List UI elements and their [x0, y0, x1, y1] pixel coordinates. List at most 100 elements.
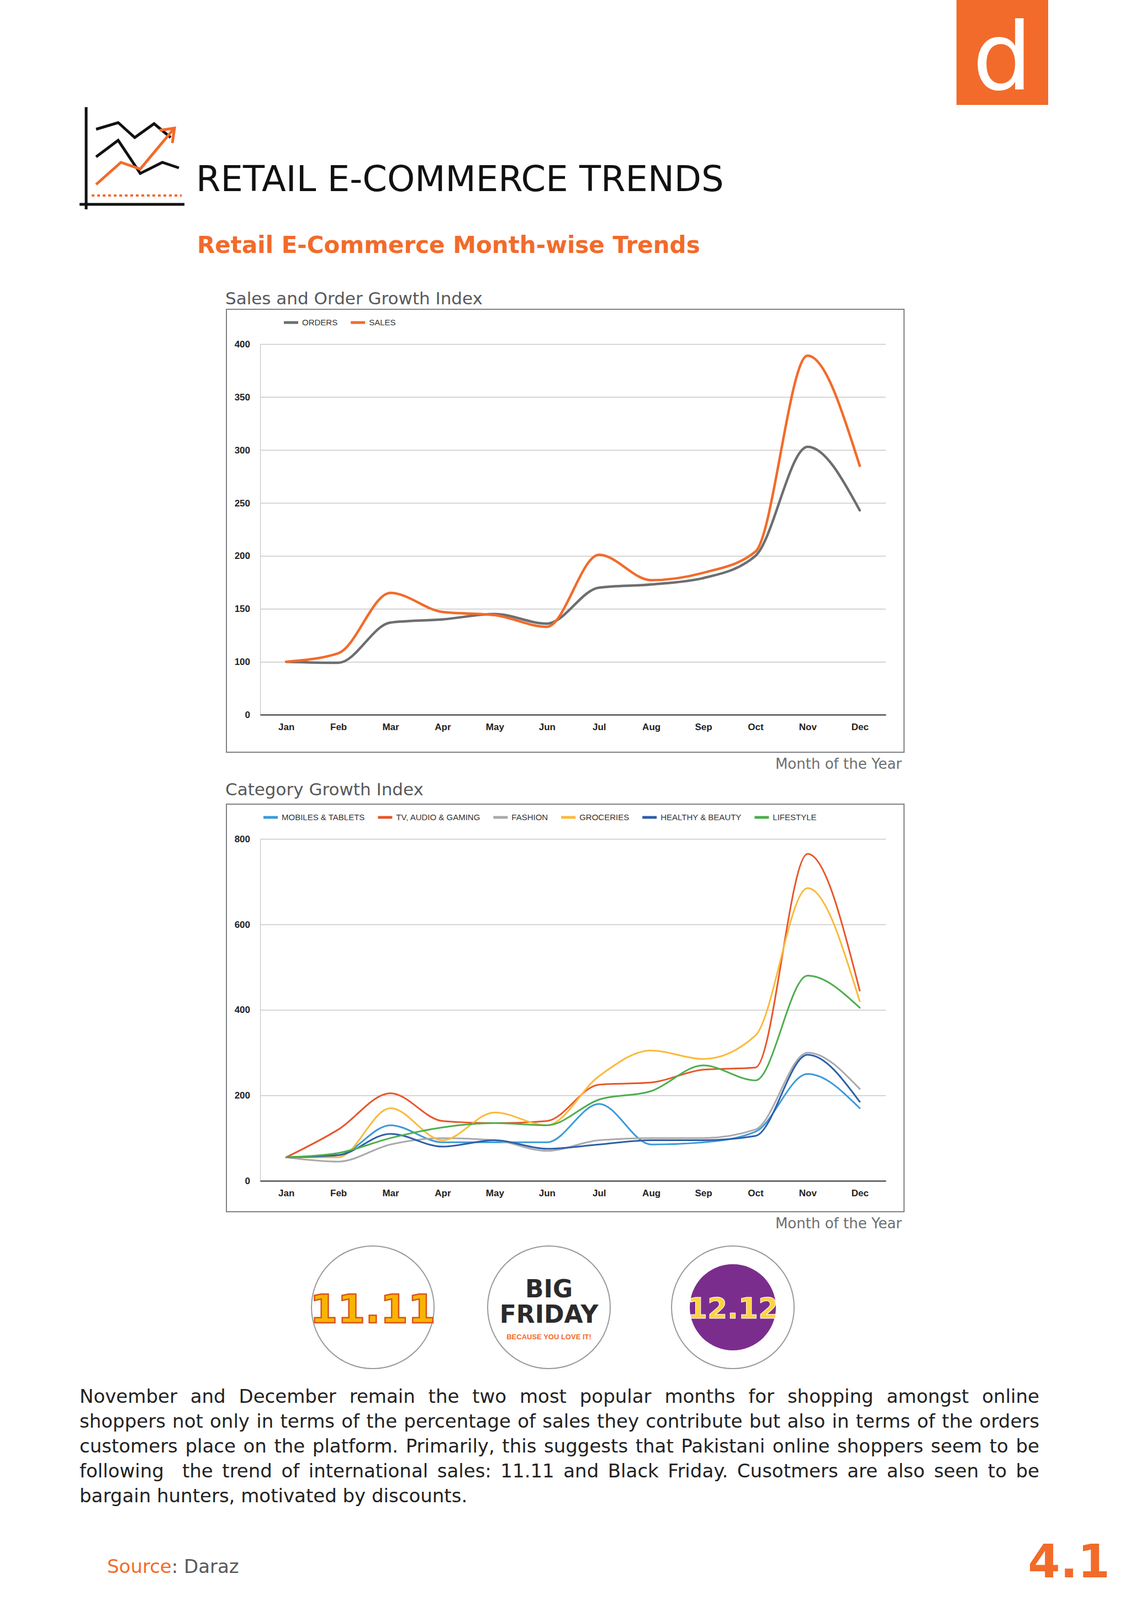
- legend-swatch: [377, 816, 393, 819]
- page-number: 4.1: [1027, 1534, 1111, 1589]
- x-tick-label: Oct: [747, 721, 764, 733]
- legend-label: FASHION: [511, 812, 548, 822]
- page-title: RETAIL E-COMMERCE TRENDS: [196, 158, 724, 200]
- page-subtitle: Retail E-Commerce Month-wise Trends: [197, 231, 701, 259]
- badge: 12.12: [671, 1245, 795, 1369]
- x-tick: Mar: [382, 1180, 400, 1199]
- x-tick-label: Aug: [642, 721, 661, 733]
- badge-label: 11.11: [309, 1285, 436, 1333]
- x-tick: Feb: [330, 714, 347, 733]
- x-axis: Jan Feb Mar Apr May Jun Jul Aug Sep Oct Nov Dec: [260, 1180, 887, 1199]
- x-tick: Jan: [278, 1180, 295, 1199]
- x-tick: Sep: [694, 1180, 712, 1199]
- chart: Category Growth Index0200400600800JanFeb…: [225, 779, 905, 1232]
- y-tick-label: 200: [234, 1090, 251, 1101]
- series-line: [286, 446, 860, 663]
- legend-label: GROCERIES: [579, 812, 630, 822]
- chart: Sales and Order Growth Index010015020025…: [225, 288, 905, 773]
- series-line: [286, 355, 860, 662]
- y-tick: 0: [245, 1175, 886, 1187]
- source: Source: Daraz: [107, 1555, 240, 1578]
- legend-label: HEALTHY & BEAUTY: [660, 812, 742, 822]
- y-tick: 800: [234, 833, 886, 845]
- grid-line: [260, 661, 886, 663]
- grid-line: [260, 555, 886, 557]
- x-tick-label: Mar: [382, 1187, 400, 1199]
- grid-line: [260, 838, 886, 840]
- y-tick: 400: [234, 339, 886, 350]
- y-tick-label: 200: [234, 550, 251, 562]
- x-axis: JanFebMarAprMayJunJulAugSepOctNovDec: [260, 714, 887, 733]
- x-tick: Jun: [538, 714, 556, 733]
- legend-label: LIFESTYLE: [772, 812, 817, 822]
- grid-line: [260, 1009, 886, 1011]
- y-tick-label: 400: [234, 339, 251, 350]
- y-axis: 0 100 150 200 250 300 350 400: [234, 339, 886, 721]
- badge-circle: [671, 1245, 795, 1369]
- x-tick-label: Dec: [851, 1187, 869, 1199]
- legend-label: TV, AUDIO & GAMING: [395, 812, 480, 822]
- x-tick-label: Mar: [382, 721, 400, 733]
- legend-swatch: [642, 816, 657, 819]
- series-line: [286, 1054, 860, 1158]
- badge-label: 12.12: [687, 1291, 779, 1325]
- x-tick-label: Jul: [592, 721, 607, 733]
- x-tick-label: May: [485, 1187, 505, 1199]
- x-tick-label: Jan: [278, 1187, 295, 1199]
- x-tick-label: Jun: [538, 721, 556, 733]
- x-tick: Oct: [747, 1180, 764, 1199]
- x-axis-title: Month of the Year: [775, 755, 902, 773]
- y-tick-label: 250: [234, 498, 251, 509]
- x-tick-label: Feb: [330, 721, 347, 733]
- x-tick: Nov: [799, 1180, 818, 1199]
- x-tick-label: Jun: [538, 1187, 556, 1199]
- legend: ORDERSSALES: [283, 317, 396, 327]
- x-tick-label: Feb: [330, 1187, 347, 1199]
- series-line: [286, 853, 860, 1157]
- legend-swatch: [283, 321, 299, 325]
- badge-circle: [487, 1245, 611, 1369]
- y-tick: 200: [234, 1090, 886, 1101]
- legend-swatch: [263, 816, 278, 819]
- badge-label: BIGFRIDAY: [499, 1274, 600, 1329]
- y-tick: 300: [234, 445, 886, 456]
- y-tick-label: 0: [245, 709, 251, 721]
- x-tick: Jul: [592, 1180, 607, 1199]
- y-tick: 350: [234, 392, 886, 403]
- series-line: [286, 888, 860, 1157]
- x-tick: Nov: [799, 714, 818, 733]
- y-tick-label: 400: [234, 1004, 251, 1016]
- grid-line: [260, 608, 886, 610]
- y-tick-label: 100: [234, 656, 251, 668]
- x-tick-label: Dec: [851, 721, 869, 733]
- x-axis-line: [260, 1180, 887, 1182]
- y-tick: 250: [234, 498, 886, 509]
- y-tick-label: 800: [234, 833, 251, 845]
- grid-line: [260, 502, 886, 504]
- plot-area: [286, 355, 860, 663]
- x-tick: May: [485, 1180, 505, 1199]
- x-tick: Aug: [642, 1180, 661, 1199]
- x-tick: Feb: [330, 1180, 347, 1199]
- x-tick-label: Oct: [747, 1187, 764, 1199]
- y-tick-label: 0: [245, 1175, 251, 1187]
- y-tick: 150: [234, 603, 886, 615]
- y-axis: 0200400600800: [234, 833, 886, 1187]
- legend: MOBILES & TABLETSTV, AUDIO & GAMINGFASHI…: [263, 812, 817, 822]
- x-tick: Dec: [851, 1180, 869, 1199]
- grid-line: [260, 449, 886, 451]
- x-tick-label: Jan: [278, 721, 295, 733]
- grid-line: [260, 714, 886, 716]
- icon-axes: [79, 107, 185, 210]
- icon-arrow: [96, 128, 175, 185]
- chart-frame: [226, 804, 905, 1212]
- logo-text: d: [972, 2, 1033, 112]
- badge: 11.11: [309, 1245, 436, 1369]
- icon-dotted: [91, 194, 182, 197]
- chart-frame: [226, 309, 905, 753]
- legend-swatch: [561, 816, 576, 819]
- header-icon: [79, 107, 185, 210]
- y-tick: 0: [245, 709, 886, 721]
- x-tick-label: Apr: [434, 1187, 452, 1199]
- x-tick: Jun: [538, 1180, 556, 1199]
